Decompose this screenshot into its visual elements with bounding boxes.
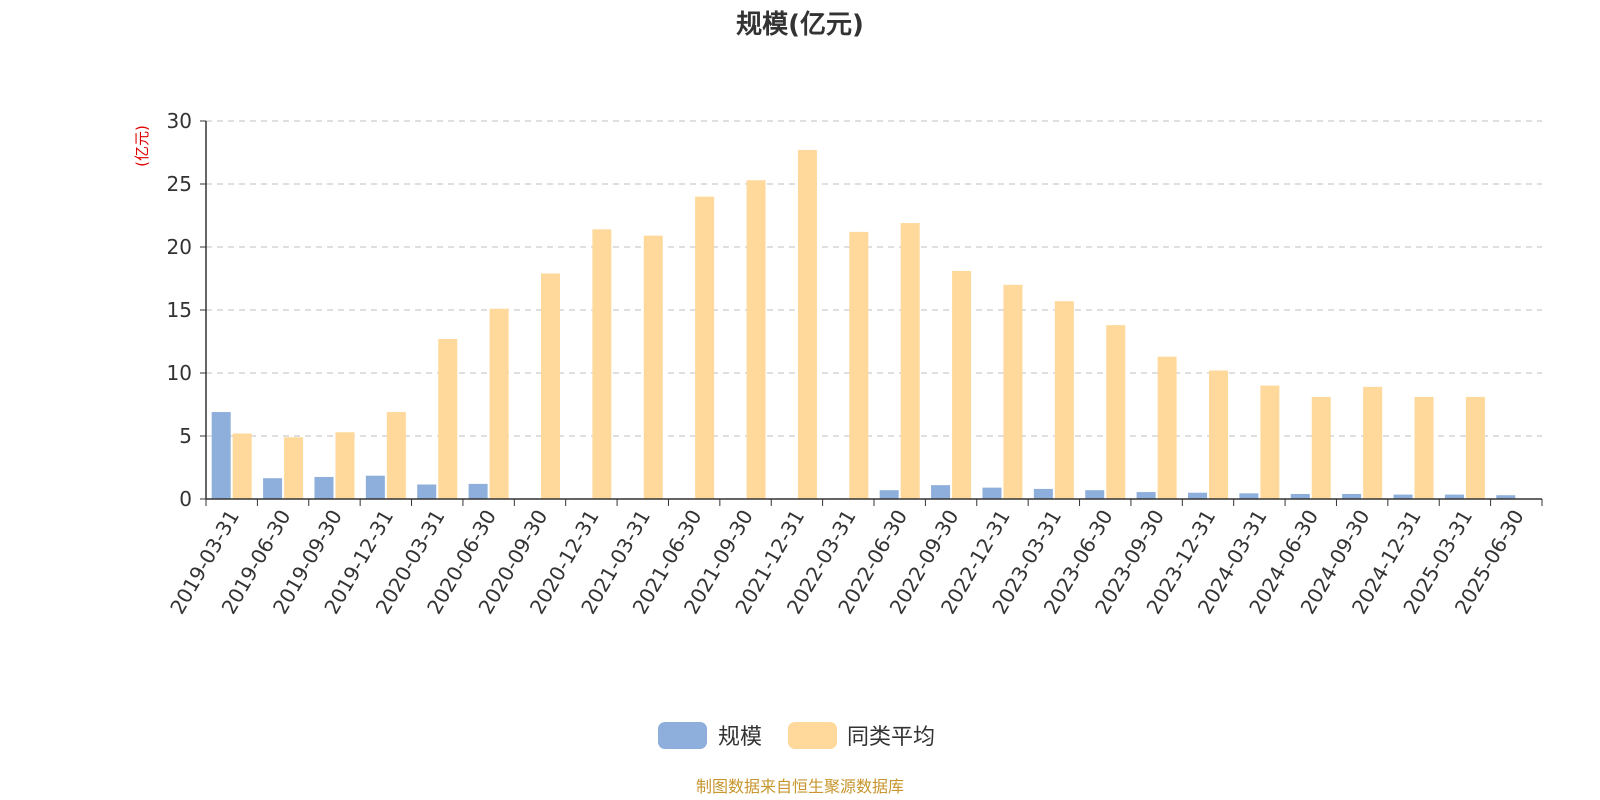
bar-peer-average [386,412,406,499]
bar-scale [931,485,951,499]
bar-scale [1393,494,1413,499]
bar-peer-average [1414,396,1434,499]
bar-peer-average [489,308,509,499]
bar-scale [982,487,1002,499]
bar-scale [1188,492,1207,499]
bar-scale [879,490,899,499]
x-tick-labels: 2019-03-312019-06-302019-09-302019-12-31… [165,506,1529,619]
bar-scale [1033,488,1053,499]
bar-peer-average [900,223,920,499]
bars [211,149,1516,500]
bar-scale [314,476,334,499]
bar-peer-average [849,231,869,499]
bar-peer-average [1363,386,1383,499]
bar-scale [1239,493,1259,499]
bar-peer-average [284,437,304,499]
y-axis-unit-label: (亿元) [133,125,151,167]
bar-peer-average [1209,370,1228,499]
bar-peer-average [592,229,612,500]
y-tick-label: 10 [167,361,192,385]
bar-peer-average [1054,301,1074,499]
bar-peer-average [1003,284,1023,499]
bar-peer-average [952,270,972,499]
y-tick-labels: 0 5 10 15 20 25 30 [167,109,206,511]
bar-peer-average [1260,385,1280,499]
bar-scale [1342,493,1362,499]
y-tick-label: 15 [167,298,192,322]
legend-swatch [788,722,837,749]
bar-scale [211,412,231,499]
bar-peer-average [746,180,766,499]
axes [205,121,1543,506]
legend-label: 同类平均 [847,725,935,750]
y-tick-label: 25 [167,172,192,196]
bar-scale [1290,493,1310,499]
bar-scale [365,475,385,499]
bar-peer-average [232,433,252,499]
y-tick-label: 0 [179,487,192,511]
y-tick-label: 30 [167,109,192,133]
bar-peer-average [335,432,355,499]
bar-scale [417,484,437,499]
legend-swatch [658,722,707,749]
bar-peer-average [695,196,715,499]
bar-scale [1136,492,1156,499]
bar-peer-average [1157,356,1177,499]
bar-scale [1444,494,1464,499]
bar-peer-average [438,338,458,499]
bar-scale [468,483,488,499]
legend: 规模 同类平均 [658,722,935,750]
data-source-note: 制图数据来自恒生聚源数据库 [696,777,904,796]
bar-peer-average [1106,325,1126,499]
bar-peer-average [541,273,560,499]
grid-lines [206,120,1542,437]
bar-scale [1496,495,1516,499]
bar-scale [263,478,283,499]
chart-title: 规模(亿元) [736,10,864,40]
bar-peer-average [797,149,817,500]
bar-peer-average [1311,396,1331,499]
bar-peer-average [1465,396,1485,499]
bar-scale [1085,490,1105,499]
y-tick-label: 5 [179,424,192,448]
y-tick-label: 20 [167,235,192,259]
legend-label: 规模 [718,725,762,750]
bar-peer-average [643,235,663,499]
